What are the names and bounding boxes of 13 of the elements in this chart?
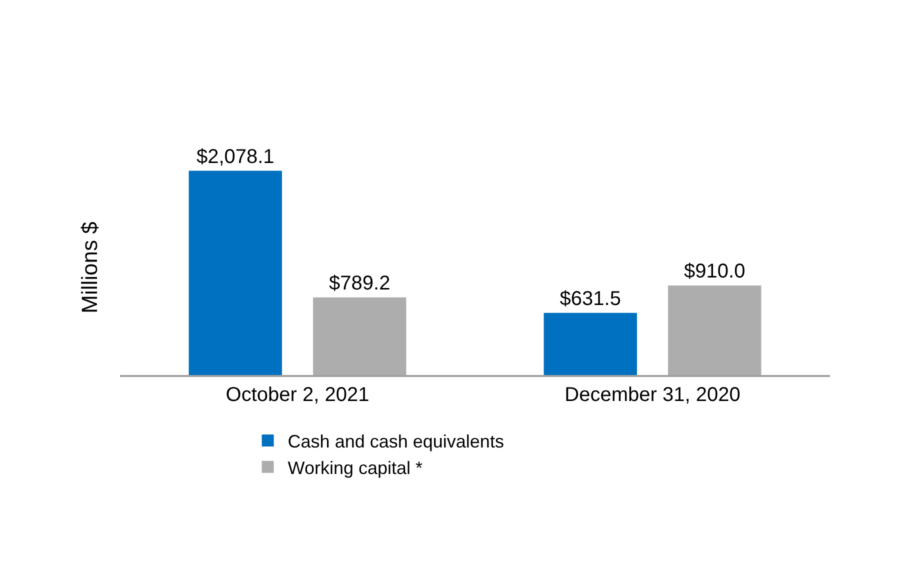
legend-label: Cash and cash equivalents: [288, 432, 504, 452]
data-label: $789.2: [329, 272, 390, 294]
data-label: $2,078.1: [196, 146, 274, 168]
bar: [313, 297, 406, 375]
bar: [188, 170, 282, 375]
bar: [544, 312, 637, 375]
y-axis-title: Millions $: [76, 222, 102, 314]
data-label: $910.0: [684, 260, 746, 283]
x-tick-label: December 31, 2020: [564, 384, 740, 406]
x-tick-label: October 2, 2021: [226, 384, 370, 406]
legend-label: Working capital *: [288, 458, 423, 478]
data-label: $631.5: [560, 288, 621, 310]
bar: [668, 286, 762, 375]
